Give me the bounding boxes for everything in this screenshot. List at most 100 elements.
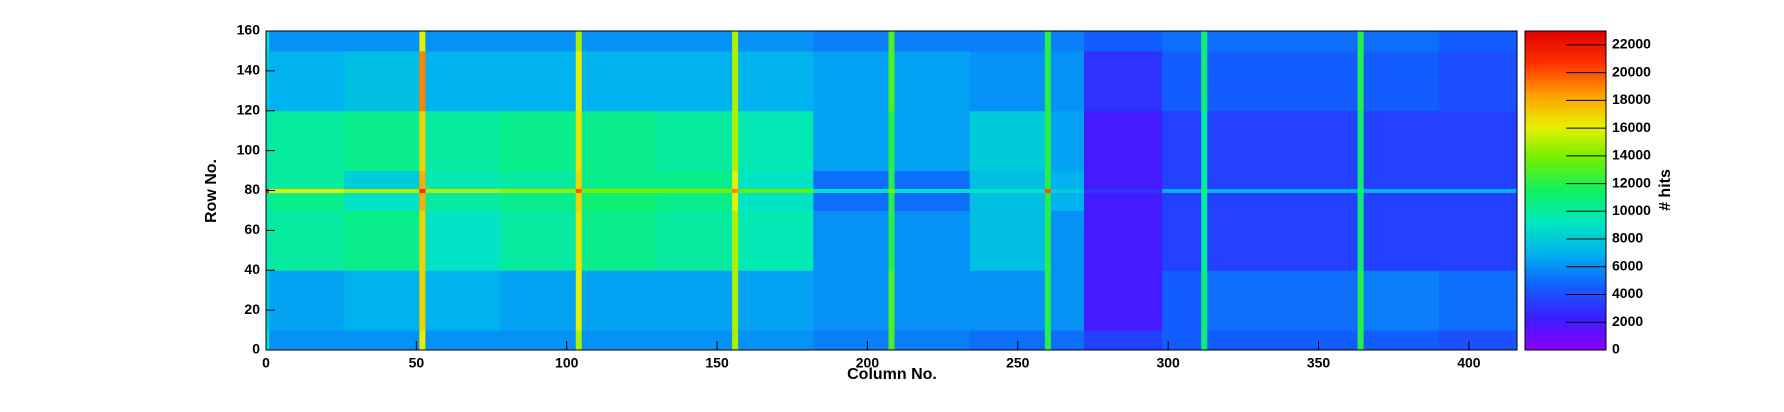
x-tick-label: 400	[1457, 355, 1481, 371]
heatmap-cell	[1044, 330, 1052, 351]
heatmap-cell	[1050, 210, 1085, 271]
z-tick-label: 14000	[1612, 147, 1651, 163]
heatmap-cell	[1357, 50, 1365, 112]
heatmap-cell	[894, 192, 971, 211]
heatmap-cell	[269, 330, 345, 351]
heatmap-cell	[1438, 188, 1518, 193]
heatmap-cell	[575, 110, 583, 172]
heatmap-cell	[425, 192, 502, 211]
heatmap-cell	[656, 170, 733, 190]
heatmap-cell	[1207, 210, 1289, 271]
heatmap-cell	[656, 31, 733, 52]
y-tick-label: 140	[237, 62, 261, 78]
heatmap-cell	[269, 170, 345, 190]
heatmap-cell	[266, 330, 270, 351]
heatmap-cell	[1363, 192, 1440, 211]
heatmap-cell	[738, 192, 814, 211]
heatmap-cell	[1363, 188, 1440, 193]
heatmap-cell	[269, 188, 345, 193]
heatmap-cell	[1357, 192, 1365, 211]
heatmap-cell	[1201, 188, 1208, 193]
heatmap-cell	[738, 270, 814, 331]
heatmap-cell	[813, 188, 889, 193]
heatmap-cell	[1357, 110, 1365, 172]
heatmap-cell	[425, 170, 502, 190]
heatmap-cell	[1050, 31, 1085, 52]
heatmap-cell	[500, 192, 577, 211]
heatmap-cell	[419, 50, 426, 112]
heatmap-cell	[1288, 270, 1359, 331]
heatmap-cell	[1044, 50, 1052, 112]
heatmap-cell	[344, 330, 420, 351]
heatmap-cell	[1044, 110, 1052, 172]
heatmap-cell	[1288, 50, 1359, 112]
heatmap-cell	[425, 110, 502, 172]
heatmap-cell	[581, 210, 658, 271]
heatmap-cell	[344, 31, 420, 52]
heatmap-cell	[425, 31, 502, 52]
heatmap-cell	[1207, 31, 1289, 52]
heatmap-cell	[813, 270, 889, 331]
heatmap-cell	[1044, 270, 1052, 331]
x-tick-label: 150	[705, 355, 729, 371]
heatmap-cell	[888, 31, 896, 52]
heatmap-cell	[732, 210, 739, 271]
heatmap-cell	[1083, 31, 1163, 52]
z-tick-label: 12000	[1612, 174, 1651, 190]
heatmap-cell	[269, 210, 345, 271]
heatmap-cell	[1050, 50, 1085, 112]
heatmap-cell	[813, 192, 889, 211]
heatmap-cell	[581, 192, 658, 211]
heatmap-cell	[1044, 31, 1052, 52]
heatmap-cell	[1288, 188, 1359, 193]
z-tick-label: 6000	[1612, 257, 1643, 273]
heatmap-cell	[1201, 270, 1208, 331]
heatmap-cell	[500, 110, 577, 172]
z-tick-label: 16000	[1612, 119, 1651, 135]
heatmap-cell	[813, 170, 889, 190]
colorbar	[1524, 30, 1607, 351]
heatmap-cell	[888, 270, 896, 331]
x-tick-label: 350	[1307, 355, 1331, 371]
heatmap-cell	[1288, 192, 1359, 211]
heatmap-cell	[1288, 210, 1359, 271]
heatmap-cell	[1363, 170, 1440, 190]
heatmap-cell	[1162, 188, 1202, 193]
heatmap-cell	[575, 170, 583, 190]
heatmap-cell	[888, 170, 896, 190]
heatmap-cell	[425, 270, 502, 331]
z-tick-label: 0	[1612, 341, 1620, 357]
heatmap-cell	[1207, 170, 1289, 190]
x-tick-label: 100	[555, 355, 579, 371]
heatmap-cell	[266, 50, 270, 112]
x-tick-label: 200	[856, 355, 880, 371]
heatmap-cell	[1044, 170, 1052, 190]
heatmap-cell	[581, 330, 658, 351]
heatmap-cell	[1083, 192, 1163, 211]
heatmap-cell	[1357, 31, 1365, 52]
heatmap-cell	[969, 210, 1046, 271]
heatmap-cell	[425, 330, 502, 351]
heatmap-cell	[1357, 210, 1365, 271]
heatmap-cell	[1207, 192, 1289, 211]
heatmap-cell	[581, 170, 658, 190]
heatmap-cell	[1438, 192, 1518, 211]
heatmap-cell	[581, 110, 658, 172]
heatmap-cell	[969, 50, 1046, 112]
heatmap-cell	[738, 31, 814, 52]
heatmap-cell	[419, 270, 426, 331]
heatmap-cell	[1357, 270, 1365, 331]
heatmap-cell	[1201, 192, 1208, 211]
heatmap-cell	[738, 50, 814, 112]
x-tick-label: 50	[409, 355, 425, 371]
heatmap-cell	[1162, 330, 1202, 351]
heatmap-cell	[419, 188, 426, 193]
heatmap-cell	[500, 31, 577, 52]
heatmap-cell	[575, 188, 583, 193]
heatmap-cell	[656, 210, 733, 271]
heatmap-cell	[1162, 270, 1202, 331]
z-tick-label: 20000	[1612, 63, 1651, 79]
heatmap-cell	[425, 188, 502, 193]
heatmap-cell	[1083, 330, 1163, 351]
heatmap-cell	[732, 192, 739, 211]
